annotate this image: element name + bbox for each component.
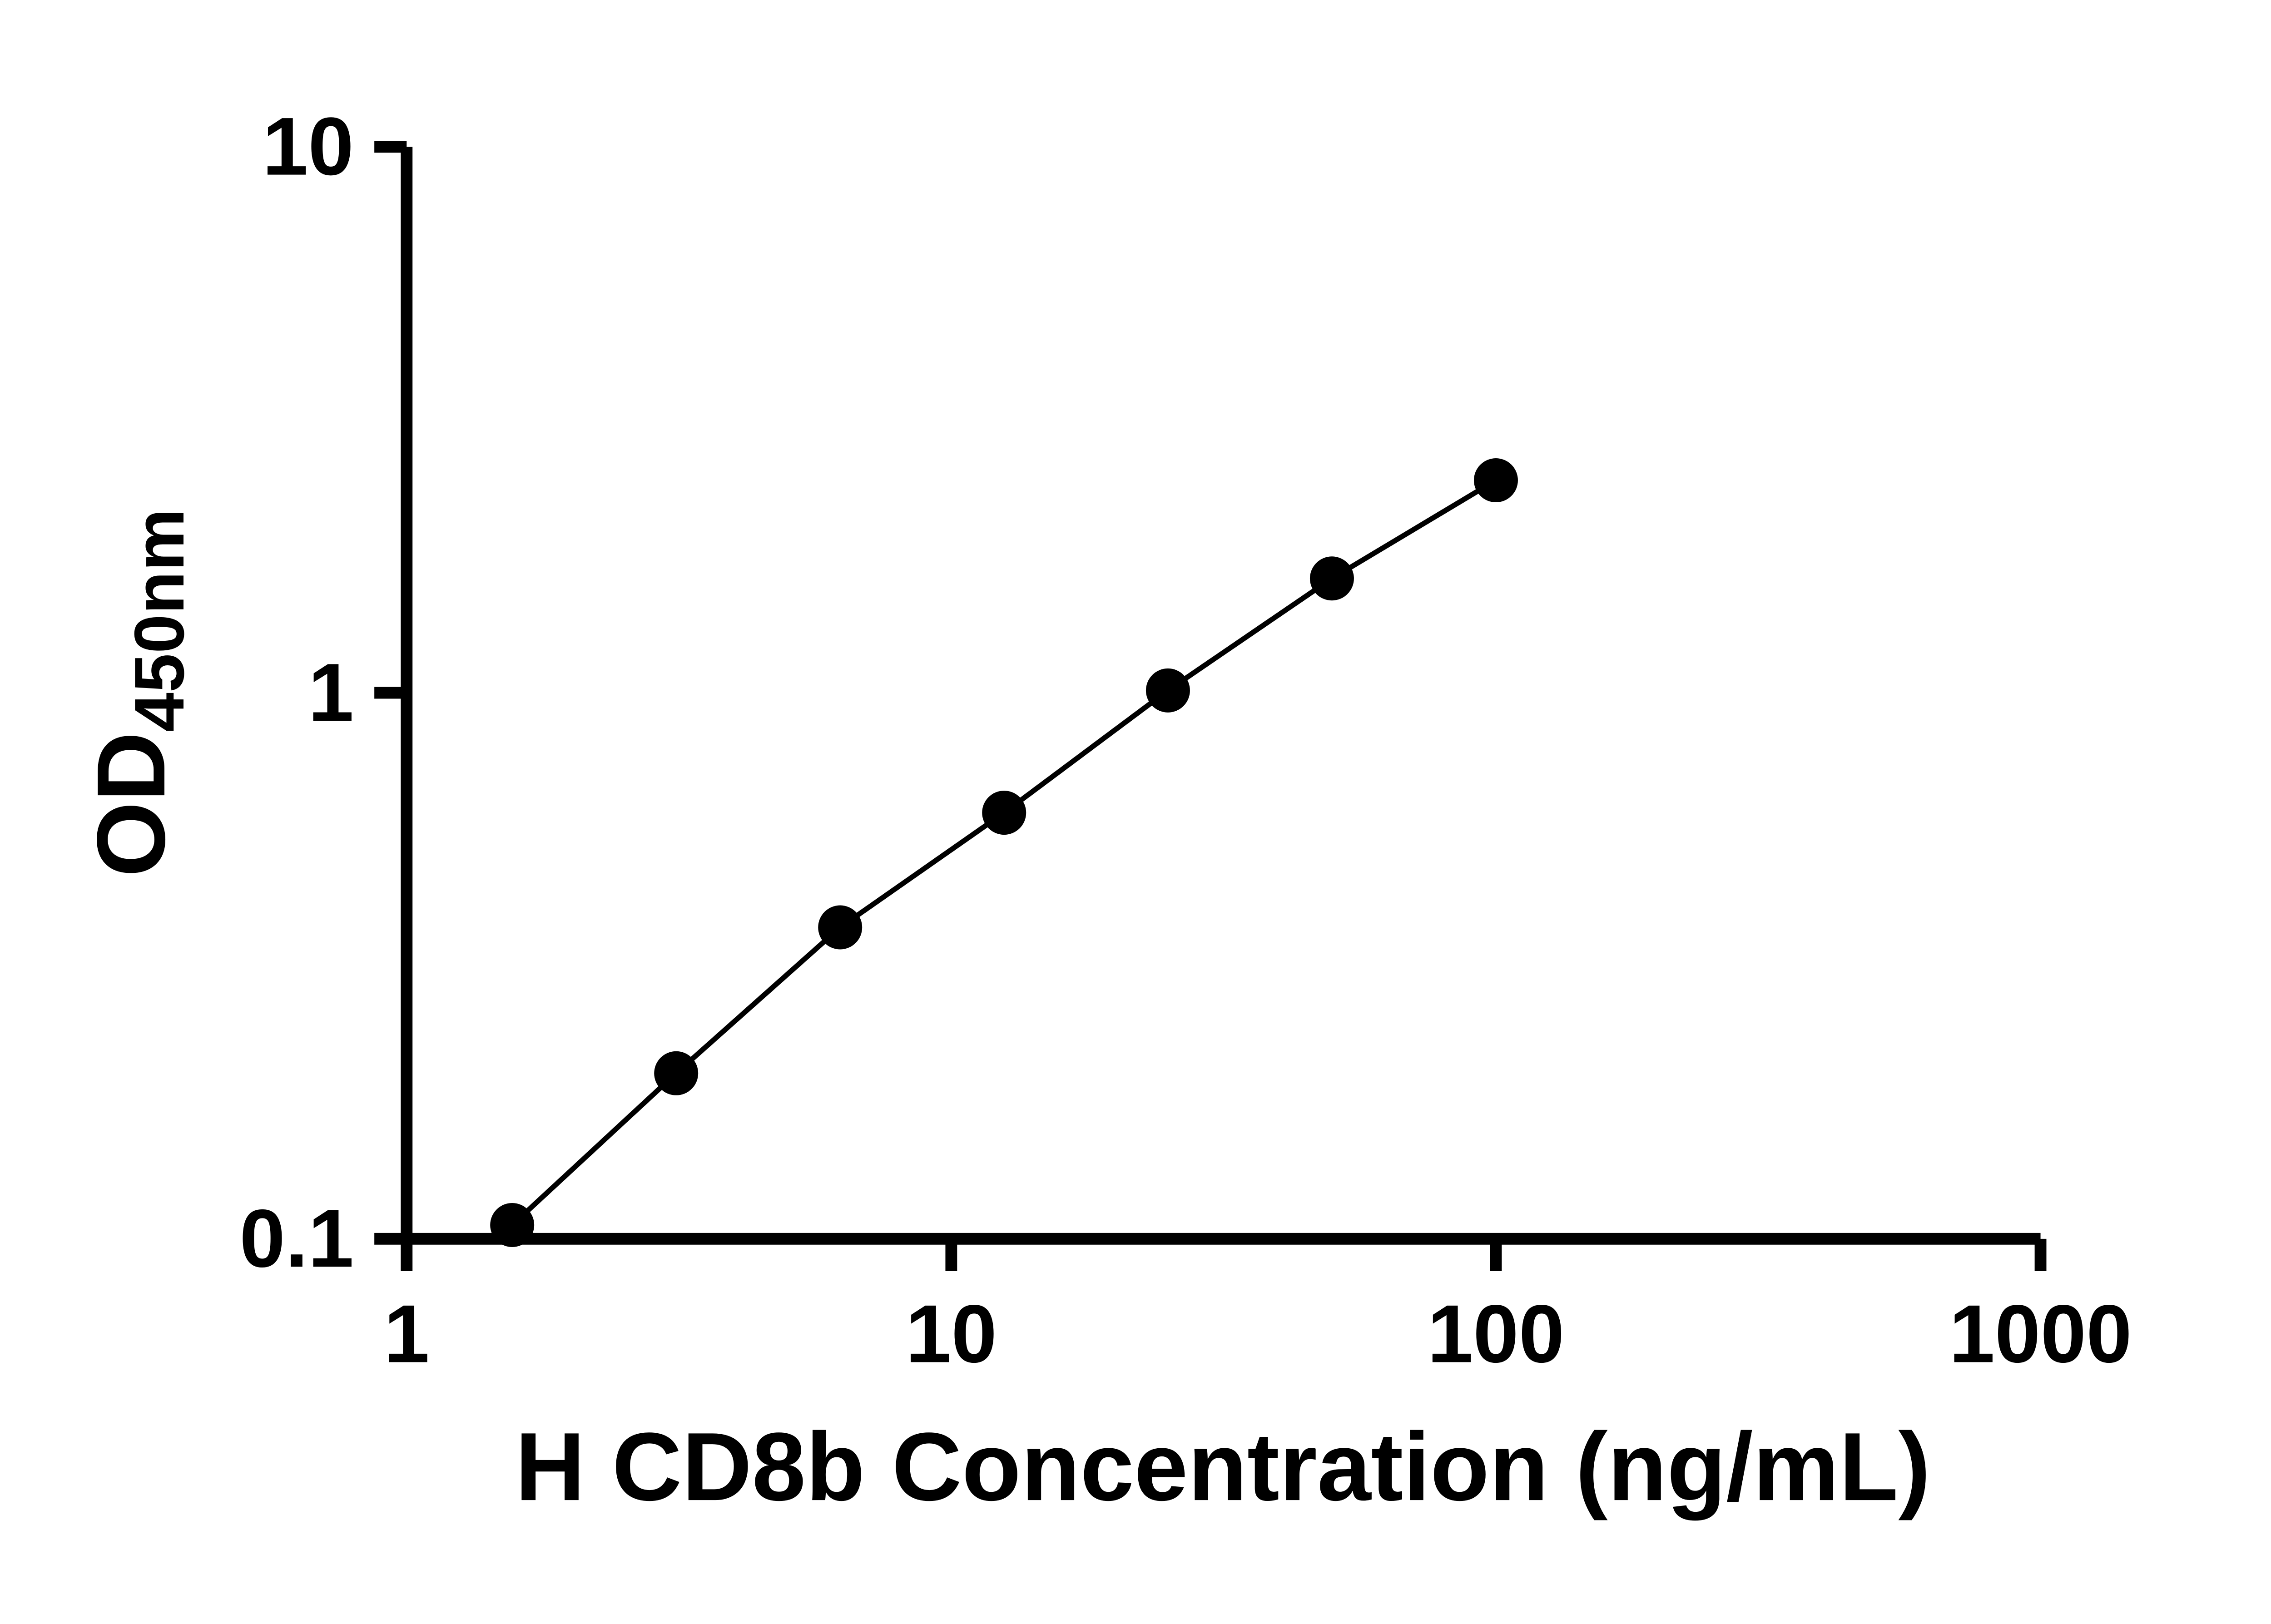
data-point <box>1309 556 1354 601</box>
y-axis-title-main: OD <box>77 732 185 877</box>
axes-frame <box>401 147 2041 1245</box>
y-axis-title: OD450nm <box>77 509 198 877</box>
x-tick-label: 1 <box>384 1288 430 1380</box>
x-axis-title: H CD8b Concentration (ng/mL) <box>515 1413 1930 1521</box>
y-tick-label: 1 <box>308 647 354 738</box>
x-tick-label: 100 <box>1427 1288 1564 1380</box>
y-axis-title-subscript: 450nm <box>120 509 198 732</box>
x-tick-label: 10 <box>906 1288 997 1380</box>
data-point <box>818 905 863 950</box>
data-point <box>1145 668 1190 713</box>
y-tick-label: 0.1 <box>239 1193 354 1284</box>
x-tick-label: 1000 <box>1949 1288 2132 1380</box>
y-tick-label: 10 <box>263 101 354 193</box>
data-point <box>1473 458 1518 503</box>
data-point <box>490 1203 535 1247</box>
data-point <box>654 1051 699 1095</box>
plot-area: 1 10 100 1000 0.1 1 10 <box>239 101 2132 1380</box>
data-point <box>982 791 1026 835</box>
